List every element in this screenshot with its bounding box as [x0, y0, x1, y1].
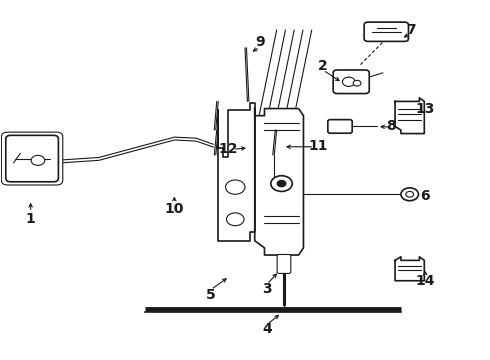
Circle shape — [226, 213, 244, 226]
FancyBboxPatch shape — [6, 135, 58, 182]
Text: 13: 13 — [416, 102, 435, 116]
FancyBboxPatch shape — [333, 70, 369, 94]
Text: 12: 12 — [218, 141, 238, 156]
FancyBboxPatch shape — [277, 255, 291, 273]
Text: 8: 8 — [386, 120, 396, 134]
Text: 6: 6 — [420, 189, 430, 203]
Circle shape — [225, 180, 245, 194]
Text: 11: 11 — [308, 139, 328, 153]
Circle shape — [406, 192, 414, 197]
Text: 1: 1 — [26, 212, 35, 226]
Circle shape — [353, 80, 361, 86]
Circle shape — [271, 176, 292, 192]
Text: 2: 2 — [318, 59, 328, 73]
Circle shape — [31, 156, 45, 165]
Circle shape — [401, 188, 418, 201]
FancyBboxPatch shape — [1, 132, 63, 185]
Circle shape — [277, 180, 286, 187]
Text: 4: 4 — [262, 322, 272, 336]
FancyBboxPatch shape — [328, 120, 352, 133]
Text: 9: 9 — [255, 36, 265, 49]
Polygon shape — [218, 103, 255, 241]
Text: 14: 14 — [416, 274, 435, 288]
Text: 5: 5 — [206, 288, 216, 302]
Text: 7: 7 — [406, 23, 416, 37]
Polygon shape — [395, 257, 424, 281]
Polygon shape — [255, 109, 303, 255]
Polygon shape — [395, 98, 424, 134]
FancyBboxPatch shape — [364, 22, 409, 41]
Circle shape — [343, 77, 355, 86]
Text: 3: 3 — [262, 282, 272, 296]
Text: 10: 10 — [165, 202, 184, 216]
